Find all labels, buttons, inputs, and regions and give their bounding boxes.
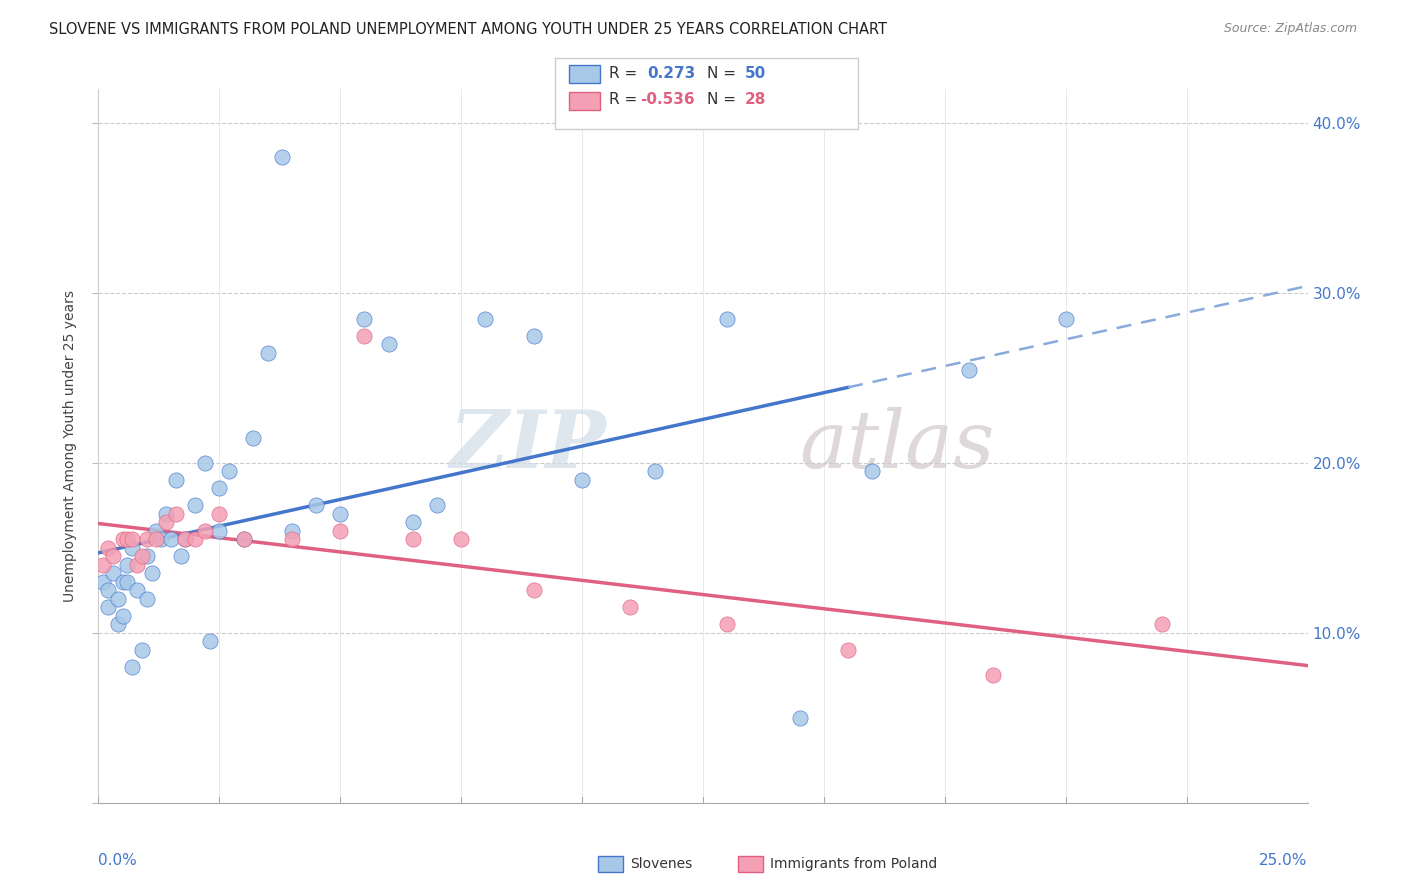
- Point: [377, 337, 399, 351]
- Point: [194, 456, 217, 470]
- Point: [242, 430, 264, 444]
- Point: [837, 643, 859, 657]
- Point: [716, 311, 738, 326]
- Point: [174, 533, 197, 547]
- Point: [256, 345, 278, 359]
- Point: [232, 533, 254, 547]
- Point: [305, 499, 328, 513]
- Point: [135, 533, 157, 547]
- Text: atlas: atlas: [800, 408, 995, 484]
- Point: [141, 566, 163, 581]
- Point: [198, 634, 221, 648]
- Point: [523, 328, 546, 343]
- Point: [208, 507, 231, 521]
- Point: [97, 541, 120, 555]
- Point: [184, 533, 207, 547]
- Y-axis label: Unemployment Among Youth under 25 years: Unemployment Among Youth under 25 years: [63, 290, 77, 602]
- Point: [111, 574, 134, 589]
- Point: [789, 711, 811, 725]
- Point: [97, 600, 120, 615]
- Point: [150, 533, 173, 547]
- Point: [135, 591, 157, 606]
- Point: [402, 533, 425, 547]
- Point: [281, 524, 304, 538]
- Point: [91, 558, 114, 572]
- Point: [329, 524, 352, 538]
- Point: [1054, 311, 1077, 326]
- Point: [860, 465, 883, 479]
- Text: 0.273: 0.273: [647, 66, 695, 80]
- Point: [135, 549, 157, 564]
- Point: [145, 524, 167, 538]
- Point: [402, 516, 425, 530]
- Text: N =: N =: [707, 93, 741, 107]
- Point: [281, 533, 304, 547]
- Point: [155, 516, 177, 530]
- Point: [208, 482, 231, 496]
- Point: [117, 558, 139, 572]
- Text: Source: ZipAtlas.com: Source: ZipAtlas.com: [1223, 22, 1357, 36]
- Point: [232, 533, 254, 547]
- Point: [165, 473, 187, 487]
- Text: Slovenes: Slovenes: [630, 857, 692, 871]
- Point: [957, 362, 980, 376]
- Text: SLOVENE VS IMMIGRANTS FROM POLAND UNEMPLOYMENT AMONG YOUTH UNDER 25 YEARS CORREL: SLOVENE VS IMMIGRANTS FROM POLAND UNEMPL…: [49, 22, 887, 37]
- Point: [194, 524, 217, 538]
- Point: [111, 533, 134, 547]
- Text: Immigrants from Poland: Immigrants from Poland: [770, 857, 938, 871]
- Point: [218, 465, 240, 479]
- Point: [271, 150, 294, 164]
- Point: [111, 608, 134, 623]
- Point: [97, 583, 120, 598]
- Point: [450, 533, 472, 547]
- Point: [474, 311, 496, 326]
- Point: [101, 549, 124, 564]
- Point: [619, 600, 641, 615]
- Point: [160, 533, 183, 547]
- Point: [353, 311, 375, 326]
- Point: [353, 328, 375, 343]
- Point: [117, 574, 139, 589]
- Point: [208, 524, 231, 538]
- Point: [107, 591, 129, 606]
- Point: [174, 533, 197, 547]
- Point: [169, 549, 191, 564]
- Point: [91, 574, 114, 589]
- Point: [716, 617, 738, 632]
- Text: ZIP: ZIP: [450, 408, 606, 484]
- Point: [571, 473, 593, 487]
- Point: [644, 465, 666, 479]
- Text: R =: R =: [609, 93, 643, 107]
- Point: [117, 533, 139, 547]
- Point: [121, 541, 143, 555]
- Point: [127, 558, 149, 572]
- Point: [131, 643, 153, 657]
- Point: [426, 499, 449, 513]
- Point: [184, 499, 207, 513]
- Point: [155, 507, 177, 521]
- Point: [523, 583, 546, 598]
- Text: 50: 50: [745, 66, 766, 80]
- Point: [329, 507, 352, 521]
- Point: [121, 660, 143, 674]
- Point: [145, 533, 167, 547]
- Text: -0.536: -0.536: [640, 93, 695, 107]
- Point: [1152, 617, 1174, 632]
- Point: [107, 617, 129, 632]
- Text: 28: 28: [745, 93, 766, 107]
- Text: 0.0%: 0.0%: [98, 853, 138, 868]
- Point: [165, 507, 187, 521]
- Point: [981, 668, 1004, 682]
- Point: [101, 566, 124, 581]
- Point: [131, 549, 153, 564]
- Text: N =: N =: [707, 66, 741, 80]
- Text: R =: R =: [609, 66, 643, 80]
- Text: 25.0%: 25.0%: [1260, 853, 1308, 868]
- Point: [127, 583, 149, 598]
- Point: [121, 533, 143, 547]
